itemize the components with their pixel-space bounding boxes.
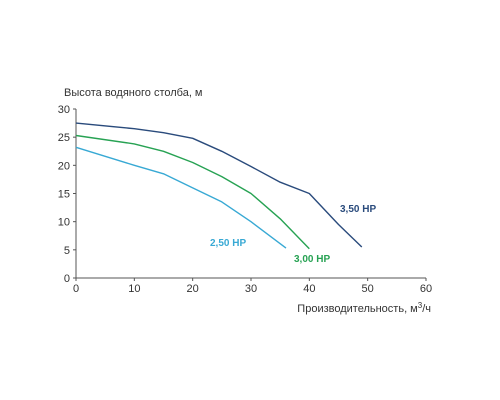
y-axis-label: Высота водяного столба, м [64,87,203,99]
x-axis-label-sup: 3 [418,301,423,310]
series-label-350: 3,50 HP [340,204,376,215]
x-tick-label: 0 [73,283,79,295]
x-axis-label: Производительность, м3/ч [297,301,431,315]
series-layer [75,122,363,250]
y-tick-label: 25 [58,132,70,144]
series-label-250: 2,50 HP [210,238,246,249]
axes-layer: 0 10 20 30 40 50 60 0 5 10 15 20 25 30 [58,104,432,295]
y-tick-label: 5 [64,245,70,257]
x-axis-label-prefix: Производительность, м [297,303,417,315]
series-line-350 [75,122,363,248]
x-tick-label: 60 [420,283,432,295]
y-tick-label: 30 [58,104,70,116]
x-tick-label: 10 [128,283,140,295]
x-tick-label: 40 [303,283,315,295]
y-tick-label: 0 [64,273,70,285]
series-line-250 [75,146,287,249]
x-tick-label: 20 [187,283,199,295]
y-tick-label: 20 [58,160,70,172]
series-label-300: 3,00 HP [294,254,330,265]
labels-layer: Высота водяного столба, м Производительн… [64,87,431,315]
x-tick-label: 30 [245,283,257,295]
series-line-300 [75,134,310,250]
x-tick-label: 50 [362,283,374,295]
y-tick-label: 15 [58,189,70,201]
x-axis-label-suffix: /ч [422,303,431,315]
y-tick-label: 10 [58,217,70,229]
